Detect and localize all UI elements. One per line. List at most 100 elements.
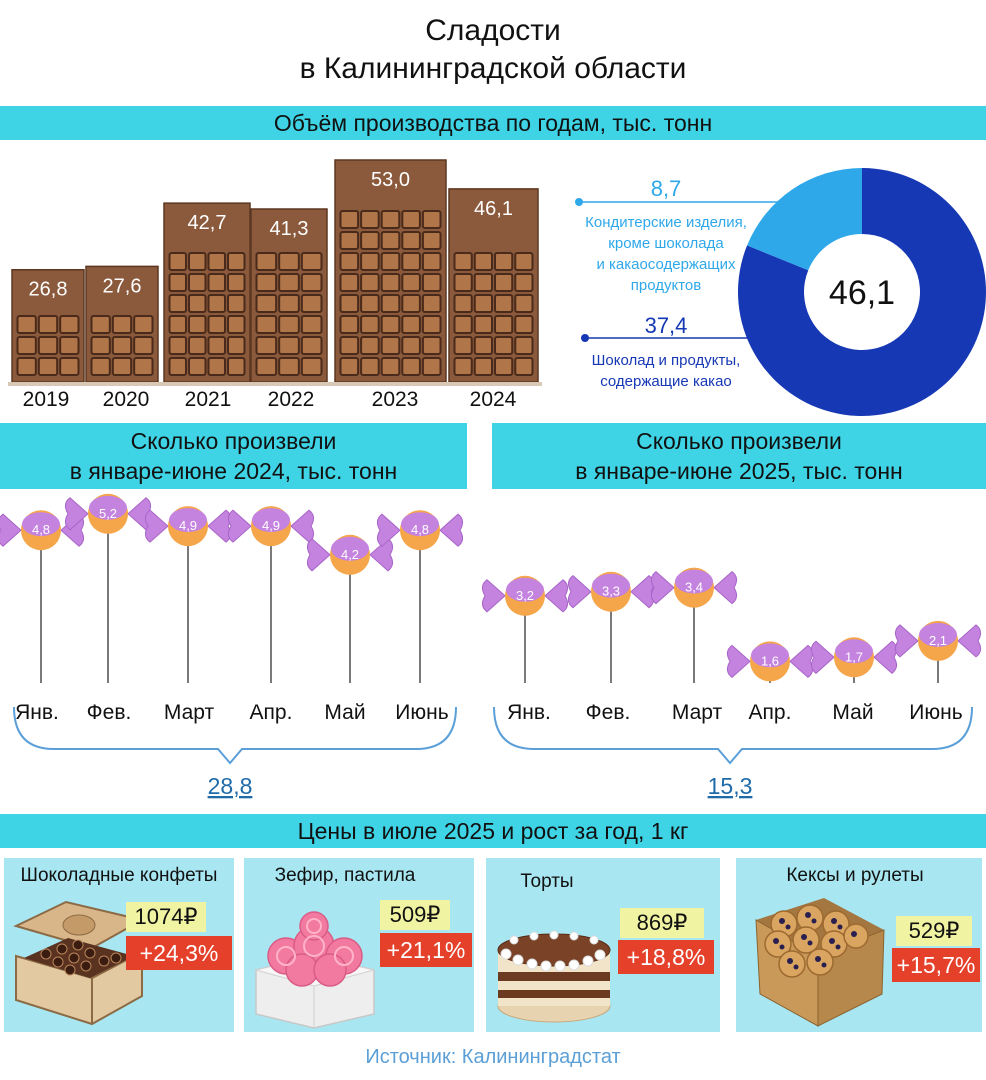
bar-segment [339, 231, 360, 250]
bar-segment [188, 315, 207, 334]
bar-segment [207, 315, 226, 334]
bar-segment [473, 294, 493, 313]
chocolate-box-icon [13, 900, 145, 1026]
bar-2024: 46,1 [448, 188, 539, 383]
bar-2019: 26,8 [11, 268, 85, 383]
slice-name-label: кроме шоколада [608, 235, 724, 252]
bar-segment [473, 252, 493, 271]
price-value: 509₽ [380, 900, 450, 930]
candy-value-label: 5,2 [99, 506, 117, 521]
bar-segment [255, 252, 278, 271]
bar-segment [207, 294, 226, 313]
slice-name-label: продуктов [631, 277, 702, 294]
bar-segment [514, 294, 534, 313]
candy-wrapper-right [369, 538, 394, 572]
bar-segment [421, 231, 442, 250]
bar-segment [168, 336, 187, 355]
bar-segment [188, 294, 207, 313]
h1-2024-section-header: Сколько произвели в январе-июне 2024, ты… [0, 423, 467, 489]
bar-2021: 42,7 [163, 202, 251, 383]
bar-segment [278, 315, 300, 334]
bar-segment [380, 357, 401, 376]
bar-segment [421, 210, 442, 229]
bar-segment [188, 252, 207, 271]
candy-marker: 3,2 [481, 575, 569, 616]
bar-segment [59, 315, 80, 334]
bar-segment [227, 252, 246, 271]
candy-marker: 2,1 [894, 620, 982, 661]
candy-top [675, 569, 713, 594]
candy-top [592, 573, 630, 598]
muffins-icon [755, 898, 885, 1027]
volume-section-title: Объём производства по годам, тыс. тонн [273, 110, 713, 136]
candy-marker: 4,8 [0, 510, 85, 551]
bar-segment [514, 315, 534, 334]
bar-segment [133, 336, 154, 355]
bar-segment [339, 294, 360, 313]
page-title: Сладости в Калининградской области [0, 12, 986, 88]
bar-segment [59, 357, 80, 376]
month-label: Янв. [15, 701, 59, 724]
candy-top [835, 639, 873, 664]
bar-segment [227, 315, 246, 334]
bar-segment [255, 315, 278, 334]
bar-segment [360, 336, 380, 355]
bar-segment [59, 336, 80, 355]
bar-segment [133, 357, 154, 376]
bar-2023: 53,0 [334, 159, 447, 383]
candy-wrapper-right [957, 624, 982, 658]
slice-name-label: и какаосодержащих [596, 256, 736, 273]
bar-segment [278, 294, 300, 313]
candy-value-label: 3,4 [685, 580, 703, 595]
bar-segment [90, 315, 111, 334]
bar-2020: 27,6 [85, 265, 159, 383]
bar-segment [188, 273, 207, 292]
bar-segment [453, 357, 473, 376]
candy-marker: 1,7 [810, 637, 898, 678]
bar-segment [227, 357, 246, 376]
price-growth: +15,7% [892, 948, 980, 982]
bar-segment [227, 336, 246, 355]
price-card-title: Зефир, пастила [274, 865, 416, 886]
candy-top [22, 512, 60, 537]
bar-segment [494, 252, 514, 271]
cake-icon [497, 930, 611, 1023]
bar-segment [255, 336, 278, 355]
price-card-title: Торты [520, 871, 574, 892]
candy-wrapper-right [544, 579, 569, 613]
month-label: Апр. [250, 701, 293, 724]
candy-value-label: 3,3 [602, 584, 620, 599]
bar-segment [339, 252, 360, 271]
bar-value-label: 26,8 [29, 279, 68, 301]
bar-value-label: 53,0 [371, 169, 410, 191]
candy-top [331, 536, 369, 561]
source-note: Источник: Калининградстат [365, 1046, 621, 1068]
price-card-marshmallow: Зефир, пастила 509₽ +21,1% [244, 858, 474, 1032]
monthly-2024-chart: 4,8 Янв. 5,2 Фев. 4,9 Март 4,9 Апр. 4,2 Май 4,8 Июн… [0, 493, 464, 799]
candy-marker: 3,4 [650, 567, 738, 608]
bar-segment [168, 315, 187, 334]
bar-segment [453, 252, 473, 271]
candy-wrapper-left [306, 538, 331, 572]
candy-top [506, 577, 544, 602]
candy-wrapper-left [726, 644, 751, 679]
bar-value-label: 42,7 [188, 212, 227, 234]
bar-segment [360, 357, 380, 376]
slice-name-label: Шоколад и продукты, [592, 352, 741, 369]
candy-wrapper-left [894, 624, 919, 658]
candy-value-label: 4,9 [179, 518, 197, 533]
month-label: Май [832, 701, 873, 724]
donut-center-label: 46,1 [829, 274, 895, 312]
title-line-1: Сладости [425, 14, 561, 47]
candy-top [89, 495, 127, 520]
price-value: 1074₽ [126, 902, 206, 932]
price-value: 869₽ [620, 908, 704, 938]
price-growth: +21,1% [380, 933, 472, 967]
bar-segment [380, 336, 401, 355]
price-card-muffins: Кексы и рулеты 529₽ +15,7% [736, 858, 982, 1032]
volume-section-header: Объём производства по годам, тыс. тонн [0, 106, 986, 140]
price-growth: +18,8% [618, 940, 714, 974]
candy-wrapper-right [873, 640, 898, 674]
donut-slice [738, 168, 986, 416]
candy-marker: 4,2 [306, 534, 394, 575]
